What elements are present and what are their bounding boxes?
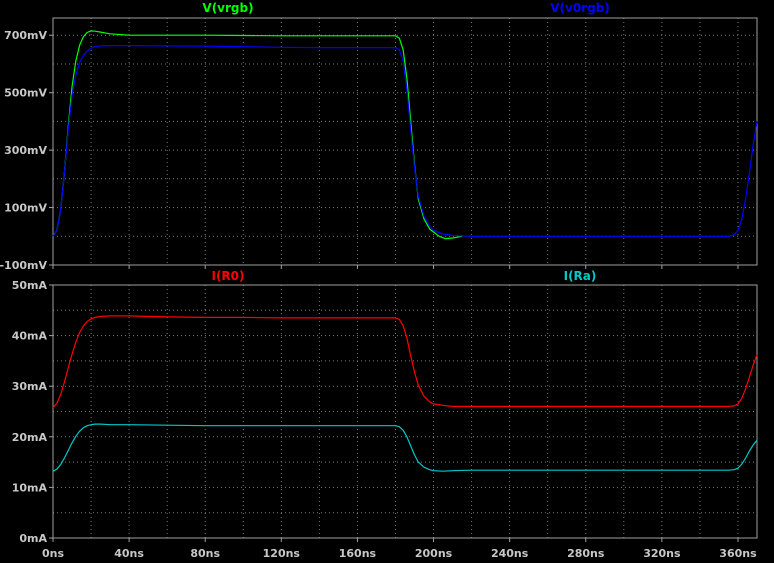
- x-tick-label: 240ns: [491, 547, 529, 560]
- y-tick-label: 300mV: [4, 144, 47, 157]
- plot-frame: [52, 17, 758, 266]
- trace-label[interactable]: I(R0): [211, 269, 244, 283]
- series-line-i-r0[interactable]: [52, 315, 758, 408]
- trace-label[interactable]: V(v0rgb): [550, 1, 610, 15]
- y-tick-label: 30mA: [12, 380, 48, 393]
- x-tick-label: 280ns: [567, 547, 605, 560]
- voltage-pane[interactable]: -100mV 100mV 300mV 500mV 700mV V(vrgb) V(v0rgb…: [0, 1, 758, 272]
- x-tick-label: 160ns: [339, 547, 377, 560]
- x-tick-label: 0ns: [42, 547, 64, 560]
- x-tick-label: 320ns: [643, 547, 681, 560]
- trace-label[interactable]: I(Ra): [564, 269, 597, 283]
- y-tick-label: 10mA: [12, 481, 48, 494]
- y-tick-label: 100mV: [4, 202, 47, 215]
- current-pane[interactable]: 0mA 10mA 20mA 30mA 40mA 50mA 0ns 40ns 80ns 120ns 1…: [12, 269, 758, 560]
- y-tick-label: -100mV: [0, 259, 47, 272]
- y-tick-label: 50mA: [12, 279, 48, 292]
- trace-label[interactable]: V(vrgb): [202, 1, 253, 15]
- x-tick-label: 200ns: [415, 547, 453, 560]
- series-line-v-vrgb[interactable]: [52, 30, 463, 240]
- x-tick-label: 80ns: [190, 547, 220, 560]
- y-tick-label: 500mV: [4, 87, 47, 100]
- y-tick-label: 40mA: [12, 330, 48, 343]
- series-line-v-v0rgb[interactable]: [52, 44, 758, 237]
- series-line-i-ra[interactable]: [52, 423, 758, 472]
- plot-frame: [52, 284, 758, 539]
- y-tick-label: 20mA: [12, 431, 48, 444]
- x-tick-label: 360ns: [719, 547, 757, 560]
- x-tick-label: 120ns: [263, 547, 301, 560]
- x-tick-label: 40ns: [114, 547, 144, 560]
- y-tick-label: 700mV: [4, 29, 47, 42]
- y-tick-label: 0mA: [19, 532, 47, 545]
